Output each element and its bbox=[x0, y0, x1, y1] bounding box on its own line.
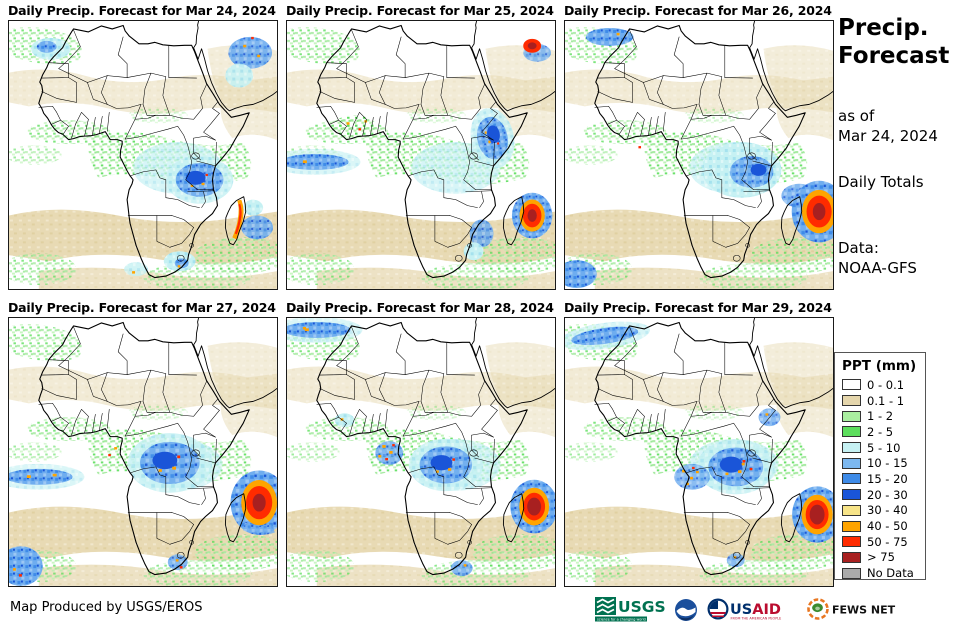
legend-swatch bbox=[842, 473, 861, 485]
legend-swatch bbox=[842, 551, 861, 563]
legend-label: 10 - 15 bbox=[867, 456, 908, 471]
usaid-logo: USAID FROM THE AMERICAN PEOPLE bbox=[707, 598, 782, 621]
legend-label: 1 - 2 bbox=[867, 409, 894, 424]
legend-swatch bbox=[842, 457, 861, 469]
map-panel-mar27: Daily Precip. Forecast for Mar 27, 2024 bbox=[8, 301, 280, 587]
africa-precip-map-mar25 bbox=[286, 20, 556, 290]
map-title-mar27: Daily Precip. Forecast for Mar 27, 2024 bbox=[8, 300, 276, 315]
as-of-label: as of bbox=[838, 107, 875, 125]
fewsnet-label: FEWS NET bbox=[832, 604, 896, 617]
fewsnet-logo: FEWS NET bbox=[807, 598, 896, 620]
legend-item: 15 - 20 bbox=[842, 471, 925, 487]
data-source-block: Data: NOAA-GFS bbox=[838, 238, 917, 278]
map-panel-mar28: Daily Precip. Forecast for Mar 28, 2024 bbox=[286, 301, 558, 587]
legend-item: 20 - 30 bbox=[842, 487, 925, 503]
noaa-logo bbox=[675, 598, 697, 621]
svg-text:USAID: USAID bbox=[730, 602, 781, 618]
africa-precip-map-mar29 bbox=[564, 317, 834, 587]
usgs-logo: USGS science for a changing world bbox=[595, 597, 665, 622]
legend-swatch bbox=[842, 536, 861, 548]
usgs-tagline: science for a changing world bbox=[597, 618, 646, 622]
usaid-label-aid: AID bbox=[752, 602, 781, 618]
legend-swatch bbox=[842, 489, 861, 501]
map-title-mar29: Daily Precip. Forecast for Mar 29, 2024 bbox=[564, 300, 832, 315]
africa-precip-map-mar24 bbox=[8, 20, 278, 290]
legend-item: 30 - 40 bbox=[842, 503, 925, 519]
usaid-tagline: FROM THE AMERICAN PEOPLE bbox=[731, 617, 782, 621]
legend-item: 10 - 15 bbox=[842, 455, 925, 471]
map-title-mar25: Daily Precip. Forecast for Mar 25, 2024 bbox=[286, 3, 554, 18]
as-of-date: Mar 24, 2024 bbox=[838, 127, 938, 145]
legend-item: 5 - 10 bbox=[842, 440, 925, 456]
legend-label: > 75 bbox=[867, 550, 895, 565]
usaid-label-us: US bbox=[730, 602, 752, 618]
legend-item: No Data bbox=[842, 565, 925, 581]
map-panel-mar29: Daily Precip. Forecast for Mar 29, 2024 bbox=[564, 301, 836, 587]
sidebar: Precip. Forecast as of Mar 24, 2024 Dail… bbox=[838, 0, 966, 590]
usgs-label: USGS bbox=[618, 598, 665, 616]
map-title-mar28: Daily Precip. Forecast for Mar 28, 2024 bbox=[286, 300, 554, 315]
page-title-line1: Precip. bbox=[838, 15, 929, 41]
daily-totals-label: Daily Totals bbox=[838, 173, 924, 191]
page-title: Precip. Forecast bbox=[838, 14, 949, 70]
legend-item: 0.1 - 1 bbox=[842, 393, 925, 409]
map-title-mar24: Daily Precip. Forecast for Mar 24, 2024 bbox=[8, 3, 276, 18]
legend-label: 2 - 5 bbox=[867, 424, 894, 439]
data-source: NOAA-GFS bbox=[838, 259, 917, 277]
legend-label: 0 - 0.1 bbox=[867, 377, 905, 392]
legend-item: 1 - 2 bbox=[842, 408, 925, 424]
africa-precip-map-mar27 bbox=[8, 317, 278, 587]
legend-label: 50 - 75 bbox=[867, 534, 908, 549]
map-title-mar26: Daily Precip. Forecast for Mar 26, 2024 bbox=[564, 3, 832, 18]
africa-precip-map-mar26 bbox=[564, 20, 834, 290]
africa-precip-map-mar28 bbox=[286, 317, 556, 587]
map-panel-mar24: Daily Precip. Forecast for Mar 24, 2024 bbox=[8, 4, 280, 290]
page-title-line2: Forecast bbox=[838, 43, 950, 69]
legend-label: 40 - 50 bbox=[867, 519, 908, 534]
legend-swatch bbox=[842, 504, 861, 516]
legend-swatch bbox=[842, 442, 861, 454]
data-label: Data: bbox=[838, 239, 879, 257]
legend-title: PPT (mm) bbox=[842, 358, 917, 374]
legend-item: 40 - 50 bbox=[842, 518, 925, 534]
attribution-text: Map Produced by USGS/EROS bbox=[10, 600, 203, 615]
legend-label: 15 - 20 bbox=[867, 471, 908, 486]
maps-grid: Daily Precip. Forecast for Mar 24, 2024 … bbox=[8, 4, 836, 587]
legend-label: 5 - 10 bbox=[867, 440, 901, 455]
legend-item: 50 - 75 bbox=[842, 534, 925, 550]
legend-swatch bbox=[842, 395, 861, 407]
footer-logos: USGS science for a changing world USAID … bbox=[595, 596, 898, 623]
legend-swatch bbox=[842, 567, 861, 579]
legend-swatch bbox=[842, 379, 861, 391]
map-panel-mar25: Daily Precip. Forecast for Mar 25, 2024 bbox=[286, 4, 558, 290]
legend-item: > 75 bbox=[842, 550, 925, 566]
legend-item: 0 - 0.1 bbox=[842, 377, 925, 393]
legend-label: 0.1 - 1 bbox=[867, 393, 905, 408]
legend-label: No Data bbox=[867, 566, 914, 581]
legend-label: 30 - 40 bbox=[867, 503, 908, 518]
as-of-block: as of Mar 24, 2024 bbox=[838, 106, 938, 146]
legend-item: 2 - 5 bbox=[842, 424, 925, 440]
map-panel-mar26: Daily Precip. Forecast for Mar 26, 2024 bbox=[564, 4, 836, 290]
legend-label: 20 - 30 bbox=[867, 487, 908, 502]
legend-swatch bbox=[842, 520, 861, 532]
legend-swatch bbox=[842, 410, 861, 422]
legend-swatch bbox=[842, 426, 861, 438]
